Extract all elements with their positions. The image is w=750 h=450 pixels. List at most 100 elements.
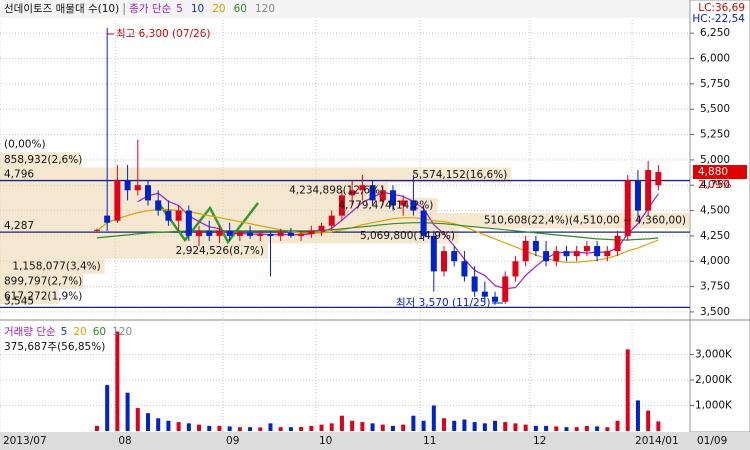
volume-bar [625,349,630,431]
candle-body [104,215,111,223]
profile-label: 899,797(2,7%) [4,276,82,288]
volume-bar [533,425,538,431]
candle-body [522,240,529,262]
y-tick-label: 3,000K [695,349,733,361]
candle-body [512,261,519,277]
level-label: 4,796 [4,169,34,181]
candle-body [430,235,437,272]
legend-item: 5 [61,326,68,338]
candle-body [165,210,172,221]
volume-bars [94,331,661,431]
volume-bar [268,423,273,431]
volume-profile [0,152,690,305]
candle-body [573,251,580,257]
profile-bar [0,289,59,305]
candle-body [379,190,386,201]
last-date: 01/09 [697,435,727,447]
volume-bar [595,426,600,431]
x-tick-label: 2014/01 [635,435,679,447]
volume-bar [339,415,344,431]
volume-bar [493,420,498,431]
volume-bar [156,418,161,431]
candle-body [318,225,325,231]
candle-body [410,200,417,211]
legend-item: 20 [73,326,86,338]
candle-body [338,195,345,216]
y-tick-label: 1,000K [695,400,733,412]
volume-bar [370,423,375,431]
volume-bar [544,425,549,431]
candles [93,28,662,305]
candle-body [287,232,294,236]
candle-body [583,246,590,252]
last-change: 2,09% [698,179,731,191]
candle-body [216,230,223,236]
candle-body [400,200,407,206]
volume-bar [431,405,436,431]
y-tick-label: 5,500 [700,103,730,115]
candle-body [134,185,141,191]
candle-body [471,276,478,292]
candle-body [359,185,366,191]
candle-body [236,232,243,236]
y-tick-label: 4,000 [700,255,730,267]
candle-body [369,185,376,201]
volume-bar [380,424,385,431]
last-price-label: 4,880 [698,166,728,178]
candle-body [114,180,121,221]
volume-bar [186,423,191,431]
candle-body [93,229,100,231]
volume-bar [237,427,242,431]
volume-bar [442,418,447,431]
volume-bar [166,420,171,431]
volume-bar [319,424,324,431]
x-tick-label: 10 [319,435,332,447]
volume-bar [115,331,120,431]
level-label: 4,287 [4,220,34,232]
profile-label: 617,272(1,9%) [4,291,82,303]
candle-body [543,251,550,262]
candle-body [604,251,611,257]
y-tick-label: 5,750 [700,78,730,90]
high-note: 최고 6,300 (07/26) [116,28,211,40]
volume-bar [584,425,589,431]
volume-bar [411,415,416,431]
profile-bar [0,197,438,214]
volume-bar [390,425,395,431]
volume-bar [605,427,610,431]
trend-drawing [158,202,259,245]
candle-body [145,185,152,201]
volume-summary: 375,687주(56,85%) [4,341,105,353]
volume-bar [309,425,314,431]
y-tick-label: 2,000K [695,374,733,386]
volume-bar [646,410,651,431]
candle-body [349,190,356,196]
volume-bar [329,423,334,431]
x-tick-label: 08 [118,435,131,447]
profile-label: 2,924,526(8,7%) [176,245,264,257]
volume-bar [574,427,579,431]
profile-bar [0,152,81,168]
candle-body [645,170,652,211]
candle-body [553,251,560,262]
volume-bar [105,385,110,431]
profile-bar [0,243,268,259]
x-axis-bar [0,432,750,450]
y-tick-label: 3,750 [700,281,730,293]
candle-body [614,235,621,252]
volume-bar [176,422,181,431]
volume-bar [564,427,569,431]
volume-bar [482,423,487,431]
volume-bar [350,420,355,431]
volume-bar [635,400,640,431]
hc-label: HC:-22,54 [692,13,745,25]
candle-body [196,230,203,236]
profile-label: 510,608(22,4%)(4,510,00 ~ 4,360,00) [484,215,686,227]
candle-body [328,215,335,226]
y-tick-label: 3,500 [700,306,730,318]
candle-body [451,251,458,262]
candle-body [247,232,254,236]
profile-bar [0,273,84,290]
y-tick-label: 4,250 [700,230,730,242]
legend-item: 10 [191,3,204,15]
